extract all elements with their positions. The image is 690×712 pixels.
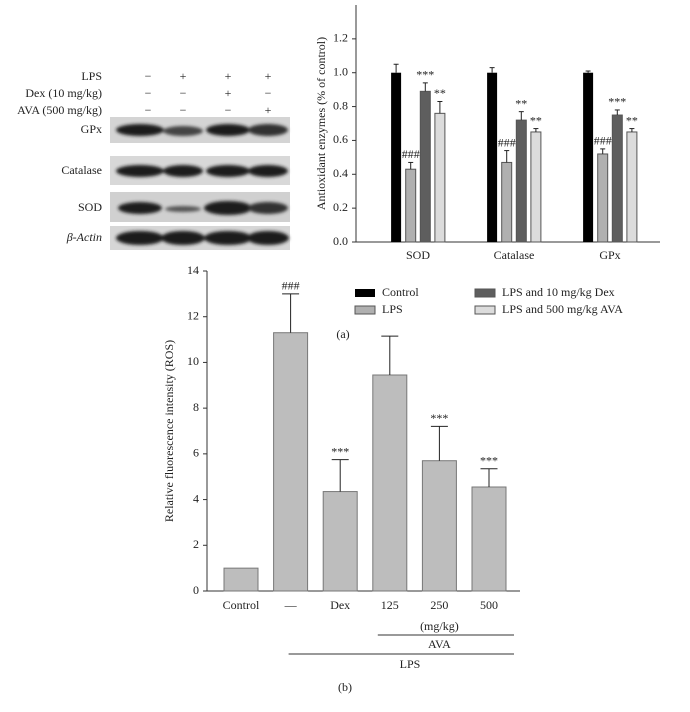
treatment-sign: −	[145, 86, 152, 100]
unit-label: (mg/kg)	[420, 619, 459, 633]
band-label: β-Actin	[66, 230, 102, 244]
y-axis-label: Antioxidant enzymes (% of control)	[314, 37, 328, 210]
y-tick-label: 14	[187, 263, 199, 277]
blot-image	[110, 117, 290, 250]
treatment-label: AVA (500 mg/kg)	[17, 103, 102, 117]
y-tick-label: 0	[193, 583, 199, 597]
y-tick-label: 1.0	[333, 64, 348, 78]
band-label: SOD	[78, 200, 102, 214]
bar	[434, 112, 446, 243]
bar	[501, 161, 513, 243]
significance-label: ###	[402, 147, 420, 161]
x-tick-label: Dex	[330, 598, 350, 612]
x-tick-label: 250	[430, 598, 448, 612]
legend-swatch	[355, 289, 375, 297]
panel-label: (a)	[336, 327, 349, 341]
significance-label: **	[515, 96, 527, 110]
significance-label: **	[530, 113, 542, 127]
x-tick-label: GPx	[599, 248, 620, 262]
bar	[626, 131, 638, 243]
y-tick-label: 0.0	[333, 234, 348, 248]
legend-swatch	[474, 288, 496, 298]
band-label: GPx	[81, 122, 102, 136]
significance-label: ***	[331, 444, 349, 458]
y-tick-label: 4	[193, 491, 199, 505]
significance-label: ###	[498, 135, 516, 149]
legend-label: LPS and 500 mg/kg AVA	[502, 302, 623, 316]
treatment-sign: −	[180, 86, 187, 100]
treatment-sign: +	[180, 69, 187, 83]
bar	[471, 486, 507, 592]
y-tick-label: 1.2	[333, 31, 348, 45]
significance-label: ***	[608, 95, 626, 109]
significance-label: **	[434, 86, 446, 100]
x-tick-label: 500	[480, 598, 498, 612]
bar	[530, 131, 542, 243]
panel-label: (b)	[338, 680, 352, 694]
significance-label: ***	[430, 411, 448, 425]
group-label: AVA	[428, 637, 451, 651]
x-tick-label: Catalase	[494, 248, 535, 262]
y-tick-label: 0.2	[333, 200, 348, 214]
y-tick-label: 8	[193, 400, 199, 414]
legend-label: LPS	[382, 302, 403, 316]
significance-label: ###	[282, 279, 300, 293]
bar	[322, 491, 358, 592]
x-tick-label: Control	[223, 598, 260, 612]
x-tick-label: 125	[381, 598, 399, 612]
bar	[611, 114, 623, 243]
bar	[421, 460, 457, 592]
x-tick-label: SOD	[406, 248, 430, 262]
y-tick-label: 0.6	[333, 132, 348, 146]
treatment-sign: +	[265, 103, 272, 117]
bar	[419, 90, 431, 243]
legend-label: Control	[382, 285, 419, 299]
bar	[487, 72, 498, 242]
bar	[583, 72, 594, 242]
band-label: Catalase	[61, 163, 102, 177]
bar	[372, 374, 408, 592]
bar	[515, 119, 527, 243]
significance-label: ***	[480, 453, 498, 467]
bar	[597, 153, 609, 243]
bar	[273, 332, 309, 592]
y-tick-label: 0.8	[333, 98, 348, 112]
legend-swatch	[474, 305, 496, 315]
legend-label: LPS and 10 mg/kg Dex	[502, 285, 615, 299]
bar	[223, 567, 259, 592]
treatment-sign: −	[145, 69, 152, 83]
y-tick-label: 2	[193, 537, 199, 551]
treatment-sign: +	[225, 86, 232, 100]
treatment-sign: −	[145, 103, 152, 117]
treatment-sign: −	[265, 86, 272, 100]
significance-label: ***	[416, 68, 434, 82]
significance-label: **	[626, 113, 638, 127]
significance-label: ###	[594, 134, 612, 148]
treatment-label: Dex (10 mg/kg)	[25, 86, 102, 100]
bar	[391, 72, 402, 242]
treatment-sign: +	[265, 69, 272, 83]
y-axis-label: Relative fluorescence intensity (ROS)	[162, 340, 176, 522]
y-tick-label: 0.4	[333, 166, 348, 180]
legend-swatch	[354, 305, 376, 315]
treatment-sign: −	[180, 103, 187, 117]
group-label: LPS	[400, 657, 421, 671]
bar	[405, 168, 417, 243]
treatment-label: LPS	[81, 69, 102, 83]
y-tick-label: 6	[193, 446, 199, 460]
treatment-sign: −	[225, 103, 232, 117]
x-tick-label: —	[284, 598, 298, 612]
y-tick-label: 12	[187, 308, 199, 322]
treatment-sign: +	[225, 69, 232, 83]
y-tick-label: 10	[187, 354, 199, 368]
